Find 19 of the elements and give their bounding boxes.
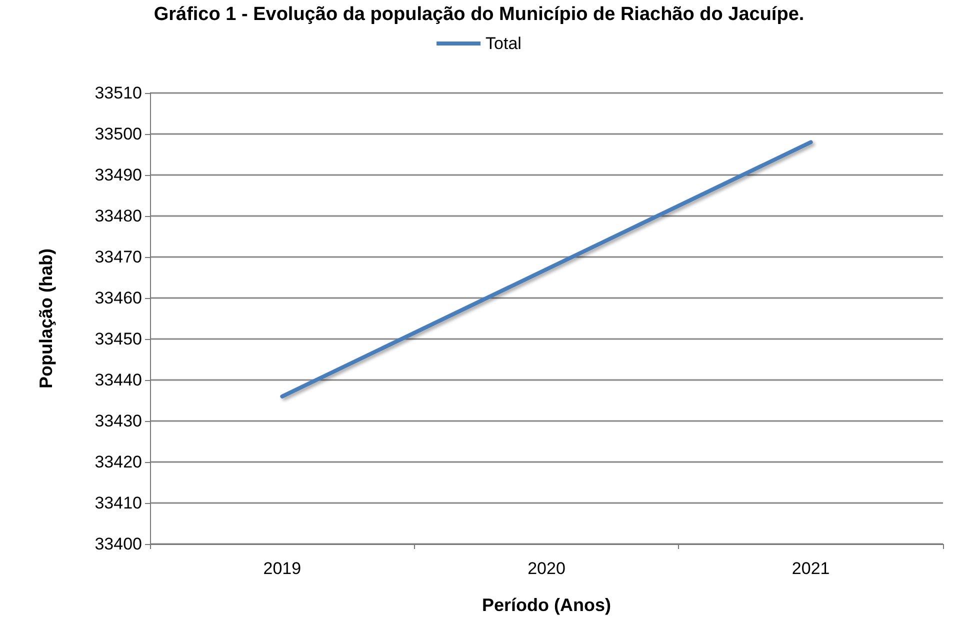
x-axis-title: Período (Anos) (482, 595, 612, 615)
x-tick-label: 2020 (528, 559, 566, 578)
y-tick-label: 33460 (94, 288, 142, 308)
y-tick-label: 33430 (94, 412, 142, 430)
x-tick-label: 2019 (263, 559, 302, 578)
y-tick-label: 33470 (94, 248, 142, 266)
y-tick-label: 33400 (94, 534, 142, 554)
y-tick-label: 33420 (94, 452, 142, 472)
y-tick-label: 33410 (94, 494, 142, 512)
chart-title: Gráfico 1 - Evolução da população do Município de Riachão do Jacuípe. (154, 4, 804, 25)
x-tick-label: 2021 (792, 559, 830, 578)
y-tick-label: 33490 (94, 166, 142, 184)
y-tick-label: 33480 (94, 206, 142, 226)
y-tick-label: 33500 (94, 124, 142, 144)
y-tick-label: 33450 (94, 330, 142, 348)
y-tick-label: 33510 (94, 84, 142, 102)
y-tick-label: 33440 (94, 370, 142, 390)
legend-label: Total (486, 34, 522, 53)
y-axis-title: População (hab) (36, 248, 56, 389)
